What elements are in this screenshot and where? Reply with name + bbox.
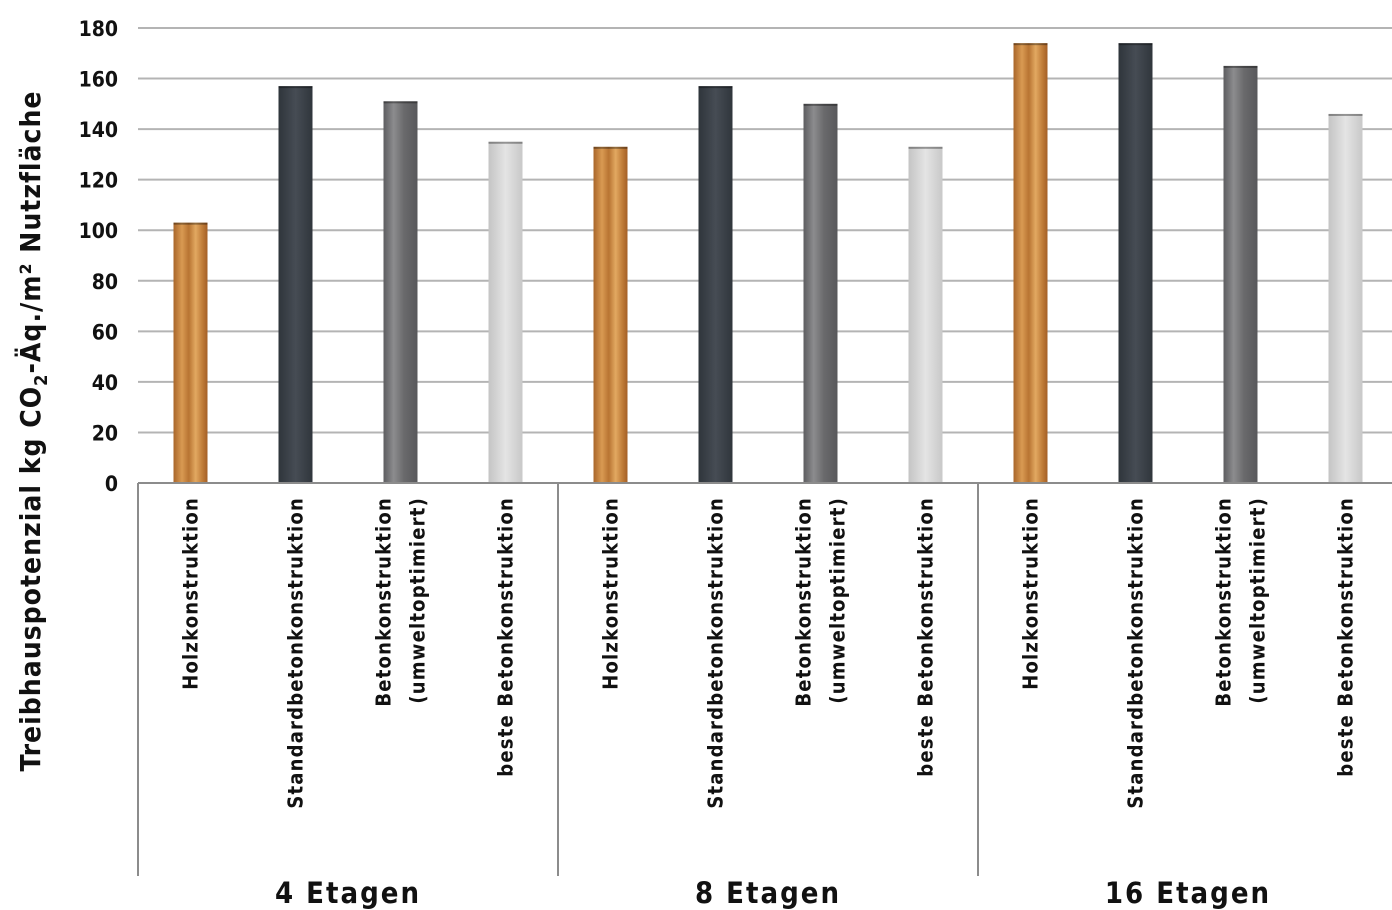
y-tick-label: 80 xyxy=(92,270,118,294)
bar-standard xyxy=(278,86,313,483)
bar-beste xyxy=(1328,113,1363,483)
y-tick-label: 120 xyxy=(79,169,118,193)
y-tick-label: 160 xyxy=(79,68,118,92)
bar-top-edge xyxy=(1118,43,1153,46)
bar-top-edge xyxy=(698,86,733,89)
bar-umwelt xyxy=(803,103,838,483)
y-tick-label: 180 xyxy=(79,17,118,41)
bar-top-edge xyxy=(383,101,418,104)
x-category-label: beste Betonkonstruktion xyxy=(494,497,518,777)
x-category-label: Standardbetonkonstruktion xyxy=(284,497,308,809)
x-category-label: Betonkonstruktion xyxy=(1212,497,1236,707)
bar-standard xyxy=(1118,43,1153,484)
bar-holz xyxy=(1013,43,1048,484)
bar-top-edge xyxy=(593,146,628,149)
group-labels: 4 Etagen 8 Etagen 16 Etagen xyxy=(275,876,1271,910)
y-tick-label: 140 xyxy=(79,118,118,142)
y-tick-label: 20 xyxy=(92,421,118,445)
x-category-label: (umweltoptimiert) xyxy=(826,497,850,704)
y-tick-label: 40 xyxy=(92,371,118,395)
gridlines xyxy=(138,27,1392,434)
x-category-label: beste Betonkonstruktion xyxy=(1334,497,1358,777)
x-category-label: Standardbetonkonstruktion xyxy=(704,497,728,809)
group-label: 4 Etagen xyxy=(275,876,421,910)
bars xyxy=(173,43,1363,484)
y-axis-label-part-1: Treibhauspotenzial kg CO xyxy=(14,386,47,772)
x-category-label: Holzkonstruktion xyxy=(599,497,623,690)
y-tick-label: 0 xyxy=(105,472,118,496)
bar-top-edge xyxy=(173,222,208,225)
bar-umwelt xyxy=(383,101,418,484)
x-category-label: Betonkonstruktion xyxy=(372,497,396,707)
bar-holz xyxy=(593,146,628,484)
bar-top-edge xyxy=(908,146,943,149)
bar-standard xyxy=(698,86,733,483)
y-tick-label: 100 xyxy=(79,219,118,243)
bar-top-edge xyxy=(803,103,838,106)
bar-top-edge xyxy=(278,86,313,89)
bar-umwelt xyxy=(1223,65,1258,484)
bar-top-edge xyxy=(488,141,523,144)
bar-beste xyxy=(488,141,523,483)
bar-top-edge xyxy=(1013,43,1048,46)
x-category-label: Holzkonstruktion xyxy=(179,497,203,690)
bar-top-edge xyxy=(1223,65,1258,68)
x-category-label: Standardbetonkonstruktion xyxy=(1124,497,1148,809)
x-category-label: beste Betonkonstruktion xyxy=(914,497,938,777)
y-axis-ticks: 0 20 40 60 80 100 120 140 160 180 xyxy=(79,17,118,496)
bar-top-edge xyxy=(1328,113,1363,116)
x-category-label: (umweltoptimiert) xyxy=(1246,497,1270,704)
x-category-label: (umweltoptimiert) xyxy=(406,497,430,704)
group-label: 8 Etagen xyxy=(695,876,841,910)
bar-beste xyxy=(908,146,943,484)
y-axis-label-part-2: -Äq./m² Nutzfläche xyxy=(13,90,47,373)
y-axis-label-subscript: 2 xyxy=(31,374,52,386)
y-axis-label: Treibhauspotenzial kg CO2-Äq./m² Nutzflä… xyxy=(13,90,52,771)
x-category-label: Betonkonstruktion xyxy=(792,497,816,707)
axes xyxy=(137,482,1392,876)
category-labels: Holzkonstruktion Standardbetonkonstruktio… xyxy=(179,497,1358,809)
bar-holz xyxy=(173,222,208,483)
y-tick-label: 60 xyxy=(92,320,118,344)
group-label: 16 Etagen xyxy=(1105,876,1271,910)
x-category-label: Holzkonstruktion xyxy=(1019,497,1043,690)
